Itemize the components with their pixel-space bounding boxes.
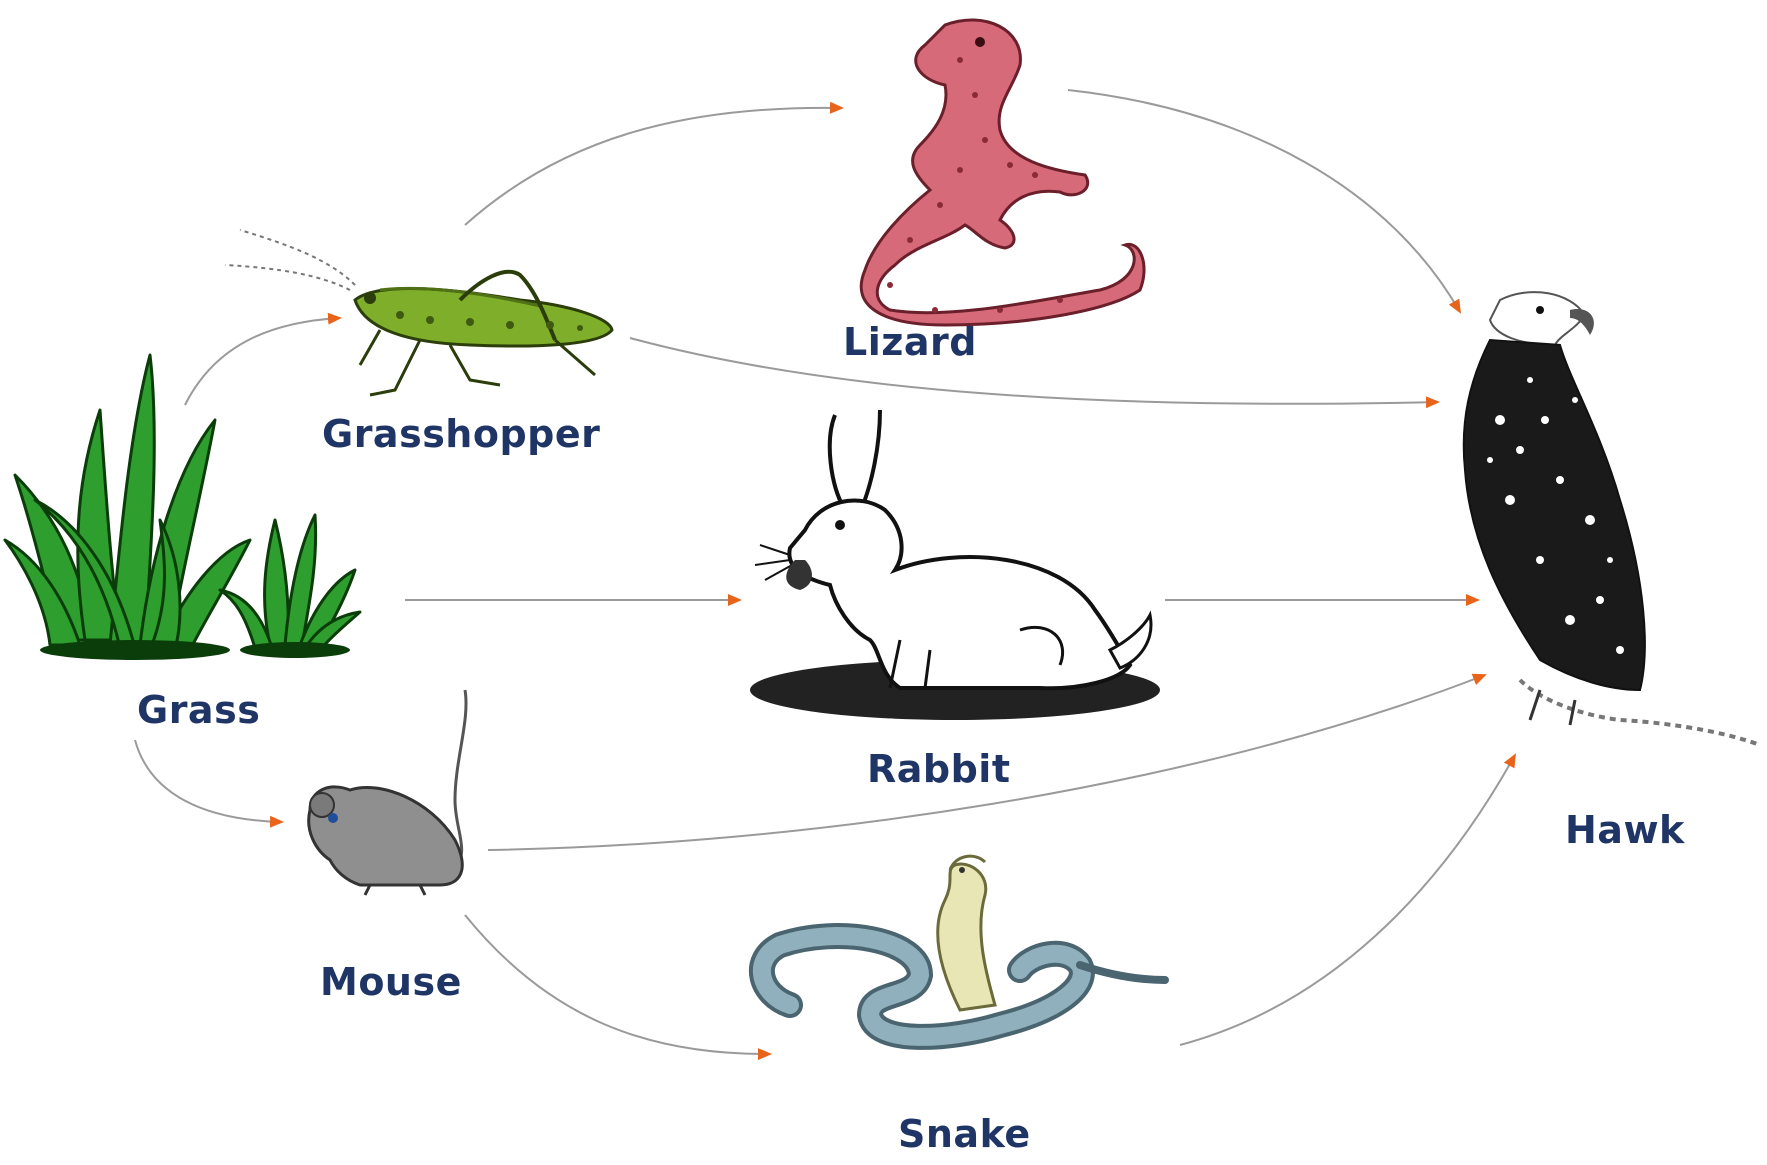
arrow-lizard-to-hawk (1067, 89, 1461, 314)
label-grass: Grass (137, 688, 261, 732)
arrow-grasshopper-to-lizard (464, 101, 844, 226)
arrow-grasshopper-to-hawk (629, 337, 1440, 409)
arrow-grass-to-grasshopper (184, 312, 342, 406)
label-lizard: Lizard (843, 320, 977, 364)
label-mouse: Mouse (320, 960, 462, 1004)
rabbit-illustration (750, 409, 1160, 720)
arrows (134, 89, 1516, 1061)
grasshopper-illustration (224, 229, 614, 397)
grass-illustration (3, 353, 362, 660)
hawk-illustration (1462, 291, 1761, 747)
lizard-illustration (859, 18, 1146, 327)
arrow-mouse-to-snake (464, 914, 772, 1061)
mouse-illustration (307, 689, 468, 896)
arrow-snake-to-hawk (1179, 753, 1516, 1046)
label-hawk: Hawk (1565, 808, 1685, 852)
label-grasshopper: Grasshopper (322, 412, 601, 456)
snake-illustration (749, 854, 1169, 1050)
label-snake: Snake (898, 1112, 1031, 1156)
arrow-grass-to-mouse (134, 739, 284, 828)
label-rabbit: Rabbit (867, 747, 1011, 791)
arrow-mouse-to-hawk (487, 673, 1487, 851)
